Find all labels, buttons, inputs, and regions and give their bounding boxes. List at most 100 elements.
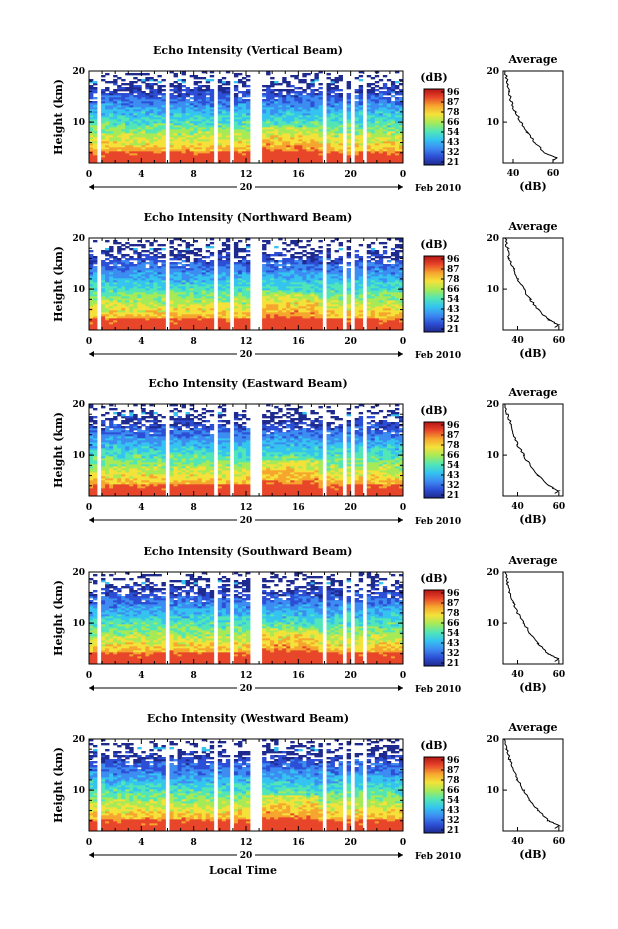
heatmap-cell xyxy=(125,254,130,257)
heatmap-cell xyxy=(113,306,118,309)
heatmap-cell xyxy=(101,151,106,154)
heatmap-cell xyxy=(286,103,291,106)
heatmap-cell xyxy=(290,300,295,303)
heatmap-cell xyxy=(282,107,287,110)
heatmap-cell xyxy=(109,135,114,138)
heatmap-cell xyxy=(278,137,283,140)
heatmap-cell xyxy=(294,101,299,104)
heatmap-cell xyxy=(338,280,343,283)
heatmap-cell xyxy=(290,258,295,261)
heatmap-cell xyxy=(93,149,98,152)
heatmap-cell xyxy=(101,320,106,323)
heatmap-cell xyxy=(153,254,158,257)
heatmap-cell xyxy=(266,161,271,164)
heatmap-cell xyxy=(374,115,380,118)
heatmap-cell xyxy=(153,89,158,92)
heatmap-cell xyxy=(205,125,211,128)
heatmap-cell xyxy=(189,318,195,321)
heatmap-cell xyxy=(233,149,239,152)
heatmap-cell xyxy=(197,266,203,269)
heatmap-cell xyxy=(278,284,283,287)
heatmap-cell xyxy=(217,312,223,315)
heatmap-cell xyxy=(101,119,106,122)
heatmap-cell xyxy=(149,326,154,329)
heatmap-cell xyxy=(314,304,319,307)
heatmap-cell xyxy=(89,157,94,160)
heatmap-cell xyxy=(113,260,118,263)
heatmap-cell xyxy=(209,113,215,116)
heatmap-cell xyxy=(125,312,130,315)
heatmap-cell xyxy=(169,161,174,164)
heatmap-cell xyxy=(153,324,158,327)
heatmap-cell xyxy=(394,111,400,114)
heatmap-cell xyxy=(181,129,186,132)
heatmap-cell xyxy=(205,155,211,158)
heatmap-cell xyxy=(266,242,271,245)
heatmap-cell xyxy=(233,302,239,305)
heatmap-cell xyxy=(306,119,311,122)
heatmap-cell xyxy=(310,101,315,104)
heatmap-cell xyxy=(241,290,247,293)
heatmap-cell xyxy=(173,157,178,160)
heatmap-cell xyxy=(205,143,211,146)
heatmap-cell xyxy=(177,111,182,114)
heatmap-cell xyxy=(209,262,215,265)
heatmap-cell xyxy=(334,296,339,299)
heatmap-cell xyxy=(173,292,178,295)
heatmap-cell xyxy=(141,117,146,120)
heatmap-cell xyxy=(193,93,199,96)
heatmap-cell xyxy=(117,300,122,303)
heatmap-cell xyxy=(358,79,364,82)
heatmap-cell xyxy=(109,318,114,321)
heatmap-cell xyxy=(145,149,150,152)
heatmap-cell xyxy=(117,320,122,323)
heatmap-cell xyxy=(233,93,239,96)
heatmap-cell xyxy=(326,278,331,281)
heatmap-cell xyxy=(358,119,364,122)
heatmap-cell xyxy=(169,320,174,323)
heatmap-cell xyxy=(145,155,150,158)
heatmap-cell xyxy=(189,109,195,112)
heatmap-cell xyxy=(330,141,335,144)
heatmap-cell xyxy=(286,159,291,162)
heatmap-cell xyxy=(177,266,182,269)
heatmap-cell xyxy=(129,274,134,277)
heatmap-cell xyxy=(113,276,118,279)
heatmap-cell xyxy=(137,135,142,138)
heatmap-cell xyxy=(298,268,303,271)
heatmap-cell xyxy=(181,308,186,311)
heatmap-cell xyxy=(125,83,130,86)
heatmap-cell xyxy=(201,85,207,88)
heatmap-cell xyxy=(314,262,319,265)
heatmap-cell xyxy=(113,322,118,325)
heatmap-cell xyxy=(181,71,186,74)
heatmap-cell xyxy=(209,278,215,281)
heatmap-cell xyxy=(233,97,239,100)
heatmap-cell xyxy=(294,280,299,283)
heatmap-cell xyxy=(117,137,122,140)
heatmap-cell xyxy=(302,143,307,146)
heatmap-cell xyxy=(225,264,231,267)
heatmap-cell xyxy=(109,105,114,108)
heatmap-cell xyxy=(326,244,331,247)
heatmap-cell xyxy=(217,320,223,323)
heatmap-cell xyxy=(157,296,162,299)
heatmap-cell xyxy=(338,322,343,325)
heatmap-cell xyxy=(209,151,215,154)
heatmap-cell xyxy=(201,274,207,277)
heatmap-cell xyxy=(161,256,166,259)
heatmap-cell xyxy=(93,141,98,144)
heatmap-cell xyxy=(390,145,396,148)
heatmap-cell xyxy=(129,300,134,303)
heatmap-cell xyxy=(169,318,174,321)
heatmap-cell xyxy=(282,121,287,124)
heatmap-cell xyxy=(262,246,267,249)
heatmap-cell xyxy=(334,264,339,267)
heatmap-cell xyxy=(193,121,199,124)
heatmap-cell xyxy=(298,119,303,122)
heatmap-cell xyxy=(125,300,130,303)
heatmap-cell xyxy=(201,270,207,273)
heatmap-cell xyxy=(173,89,178,92)
heatmap-cell xyxy=(109,145,114,148)
heatmap-cell xyxy=(149,131,154,134)
